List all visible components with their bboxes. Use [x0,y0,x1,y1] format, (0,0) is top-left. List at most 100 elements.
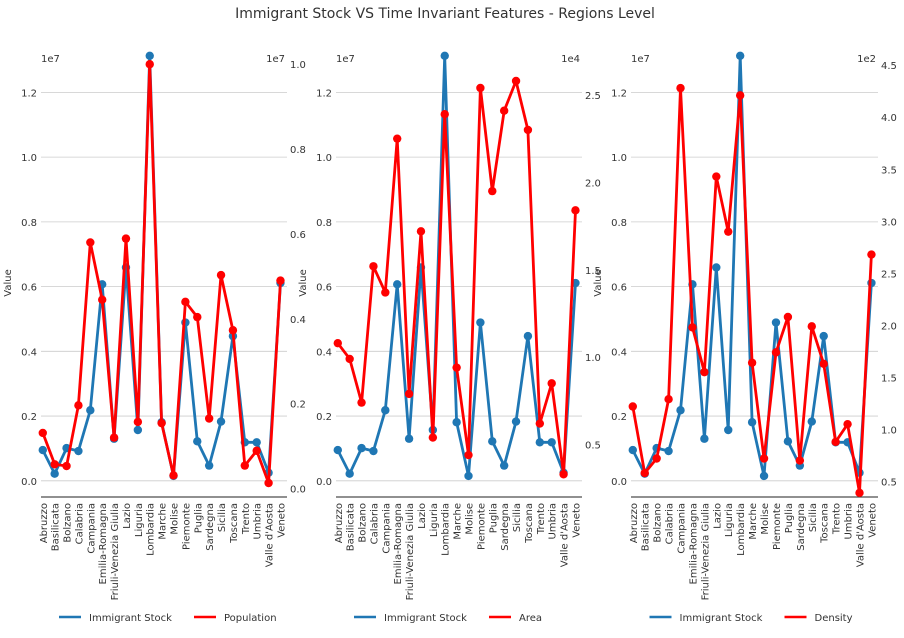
series-point-1 [86,406,95,415]
series-point-2 [628,402,637,411]
x-tick-label: Piemonte [181,503,192,550]
series-point-1 [807,417,816,426]
x-tick-label: Piemonte [772,503,783,550]
series-point-2 [416,227,426,236]
x-tick-label: Friuli-Venezia Giulia [110,503,121,600]
series-point-1 [216,417,226,426]
series-point-2 [700,367,709,377]
right-tick-label: 2.0 [881,321,897,332]
series-point-1 [771,318,781,327]
x-tick-label: Calabria [369,503,380,544]
left-axis-multiplier: 1e7 [336,54,355,65]
series-point-1 [440,51,449,60]
x-tick-label: Trento [241,503,252,535]
series-point-1 [38,445,47,455]
right-tick-label: 0.5 [585,441,601,452]
series-point-2 [535,419,545,428]
left-tick-label: 0.0 [21,477,37,488]
series-point-2 [121,234,131,243]
series-point-1 [700,434,709,443]
series-point-2 [499,106,509,115]
series-point-2 [333,338,342,348]
x-tick-label: Campania [381,503,392,554]
x-tick-label: Emilia-Romagna [393,503,404,584]
series-point-2 [712,172,721,181]
left-tick-label: 0.2 [21,412,37,423]
series-point-2 [276,276,285,285]
legend-label: Population [224,613,277,624]
series-point-1 [664,446,673,456]
left-tick-label: 1.0 [611,153,627,164]
legend-label: Density [815,613,853,624]
left-tick-label: 0.0 [316,477,332,488]
series-point-1 [747,418,757,427]
series-point-2 [452,363,461,372]
chart-panels: 0.0 0.2 0.4 0.6 0.8 1.0 1.2 0.0 0.2 0.4 0.6 0.8 1.0 1… [3,51,897,624]
series-point-2 [688,323,697,332]
series-point-2 [747,358,757,367]
right-tick-label: 0.5 [881,477,897,488]
series-point-2 [62,461,71,471]
y-axis-label: Value [3,269,14,296]
series-point-1 [333,445,342,455]
series-point-2 [240,461,250,470]
x-tick-label: Umbria [548,503,559,539]
x-tick-label: Veneto [276,503,287,538]
series-point-1 [676,406,685,415]
series-point-2 [252,446,261,455]
series-point-1 [819,331,828,341]
x-tick-label: Trento [832,503,843,535]
left-tick-label: 0.8 [611,218,627,229]
series-point-2 [109,433,119,442]
series-point-1 [724,425,733,435]
series-point-2 [724,227,733,236]
series-point-1 [488,437,497,446]
x-tick-label: Lazio [122,503,133,529]
right-tick-label: 2.5 [585,91,601,102]
left-tick-label: 1.0 [21,153,37,164]
x-tick-label: Marche [158,503,169,540]
series-point-2 [357,398,366,407]
right-tick-label: 1.0 [585,353,601,364]
right-tick-label: 2.5 [881,269,897,280]
series-point-2 [559,470,568,479]
series-point-1 [369,446,378,456]
series-point-1 [357,443,366,453]
series-point-2 [783,312,793,322]
series-point-2 [38,428,47,438]
series-point-2 [181,297,190,307]
x-tick-label: Molise [465,503,476,535]
x-tick-label: Calabria [665,503,676,544]
series-point-2 [157,418,166,428]
x-tick-label: Liguria [724,503,735,537]
series-point-2 [807,322,816,331]
series-point-1 [252,438,261,447]
series-point-2 [735,91,745,100]
series-point-1 [735,51,745,60]
right-tick-label: 0.6 [290,230,306,241]
series-point-2 [193,312,202,322]
right-tick-label: 1.0 [290,60,306,71]
legend-label: Immigrant Stock [680,613,763,624]
figure-title: Immigrant Stock VS Time Invariant Featur… [235,6,655,22]
right-tick-label: 3.0 [881,217,897,228]
series-point-2 [440,109,449,119]
series-point-2 [133,417,143,427]
series-point-1 [535,438,545,447]
left-tick-label: 1.2 [611,88,627,99]
series-point-2 [369,262,378,271]
series-point-1 [783,437,793,446]
legend-label: Immigrant Stock [89,613,172,624]
series-point-2 [664,394,673,404]
series-point-1 [511,417,521,426]
x-tick-label: Emilia-Romagna [688,503,699,584]
x-tick-label: Friuli-Venezia Giulia [700,503,711,600]
x-tick-label: Abruzzo [334,503,345,543]
series-point-2 [855,488,864,498]
chart-panel-3: 0.0 0.2 0.4 0.6 0.8 1.0 1.2 0.5 1.0 1.5 2.0 2.5 3.0 3… [593,51,897,624]
series-point-2 [264,478,273,488]
series-point-1 [712,263,721,272]
x-tick-label: Valle d'Aosta [265,503,276,567]
x-tick-label: Lazio [417,503,428,529]
series-point-2 [759,454,769,463]
